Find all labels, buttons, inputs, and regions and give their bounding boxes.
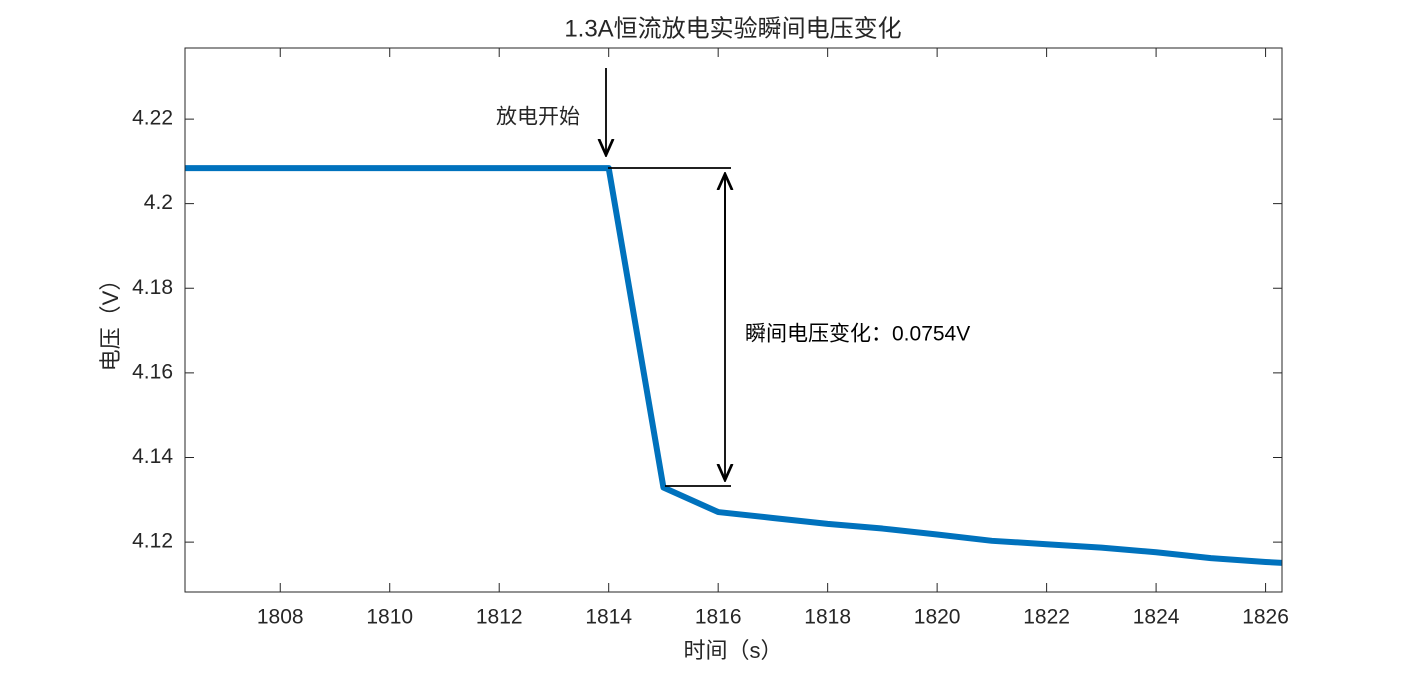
x-tick-label: 1820 xyxy=(914,606,961,629)
annotation: 瞬间电压变化：0.0754V xyxy=(745,323,970,346)
x-tick-label: 1812 xyxy=(476,606,523,629)
y-tick-label: 4.16 xyxy=(132,360,173,383)
x-tick-label: 1810 xyxy=(366,606,413,629)
x-tick-label: 1816 xyxy=(695,606,742,629)
y-tick-label: 4.18 xyxy=(132,276,173,299)
x-axis-label: 时间（s） xyxy=(683,638,782,663)
x-tick-label: 1808 xyxy=(257,606,304,629)
axes-box xyxy=(184,47,1283,593)
plot-area: 1808 1810 1812 1814 1816 1818 1820 1822 1824 1826… xyxy=(132,48,1289,629)
x-tick-label: 1824 xyxy=(1133,606,1180,629)
y-tick-label: 4.2 xyxy=(144,191,173,214)
annotation: 放电开始 xyxy=(496,106,580,129)
x-tick-label: 1826 xyxy=(1242,606,1289,629)
x-tick-label: 1818 xyxy=(804,606,851,629)
chart-title: 1.3A恒流放电实验瞬间电压变化 xyxy=(564,15,901,42)
y-axis-label: 电压（V） xyxy=(98,269,123,372)
y-tick-label: 4.12 xyxy=(132,530,173,553)
x-tick-label: 1814 xyxy=(585,606,632,629)
y-tick-label: 4.22 xyxy=(132,107,173,130)
line xyxy=(185,165,1282,566)
y-tick-label: 4.14 xyxy=(132,445,173,468)
x-tick-label: 1822 xyxy=(1023,606,1070,629)
